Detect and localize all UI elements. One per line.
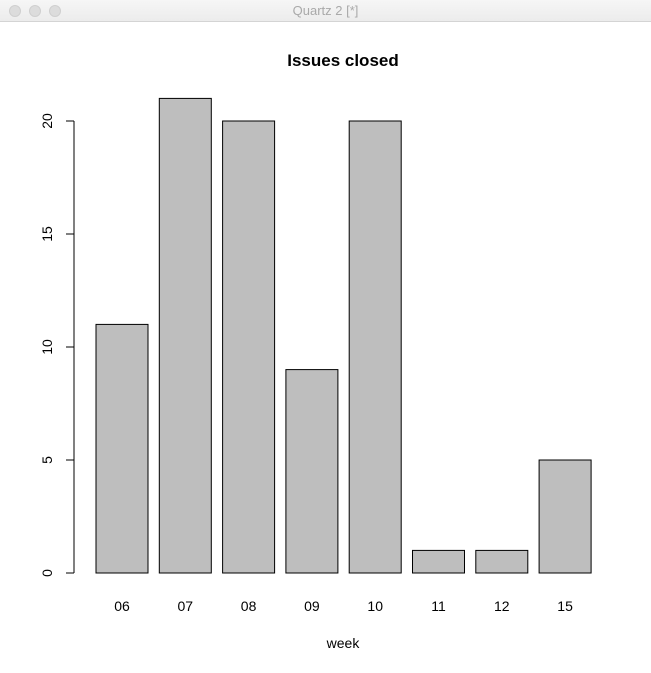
y-tick-label-0: 0: [39, 569, 55, 577]
x-tick-label-07: 07: [178, 598, 194, 614]
bar-08: [222, 120, 276, 574]
plot-area: Issues closed week 0 5 10 15 20 06 07 08 09 10 11…: [0, 22, 651, 673]
bar-07: [158, 97, 212, 574]
bar-12: [475, 549, 529, 574]
close-icon[interactable]: [9, 5, 21, 17]
x-tick-label-10: 10: [367, 598, 383, 614]
x-tick-label-11: 11: [431, 598, 446, 614]
window-titlebar: Quartz 2 [*]: [0, 0, 651, 22]
bar-15: [538, 459, 592, 574]
bar-11: [412, 549, 465, 574]
x-tick-label-08: 08: [241, 598, 257, 614]
y-tick-label-20: 20: [39, 113, 55, 129]
bar-group: [95, 97, 592, 574]
y-tick-label-10: 10: [39, 339, 55, 355]
x-tick-label-06: 06: [114, 598, 130, 614]
y-tick-label-5: 5: [39, 456, 55, 464]
window-title: Quartz 2 [*]: [292, 3, 359, 18]
zoom-icon[interactable]: [49, 5, 61, 17]
x-tick-label-12: 12: [494, 598, 510, 614]
bar-10: [348, 120, 402, 574]
minimize-icon[interactable]: [29, 5, 41, 17]
bar-09: [285, 369, 339, 574]
x-axis-label: week: [326, 635, 361, 651]
y-tick-label-15: 15: [39, 226, 55, 242]
x-tick-label-09: 09: [304, 598, 320, 614]
y-axis: 0 5 10 15 20: [39, 113, 75, 577]
bar-06: [95, 323, 149, 574]
bar-chart: Issues closed week 0 5 10 15 20 06 07 08 09 10 11…: [39, 51, 592, 651]
x-tick-labels: 06 07 08 09 10 11 12 15: [114, 598, 573, 614]
chart-title: Issues closed: [287, 51, 399, 70]
x-tick-label-15: 15: [557, 598, 573, 614]
